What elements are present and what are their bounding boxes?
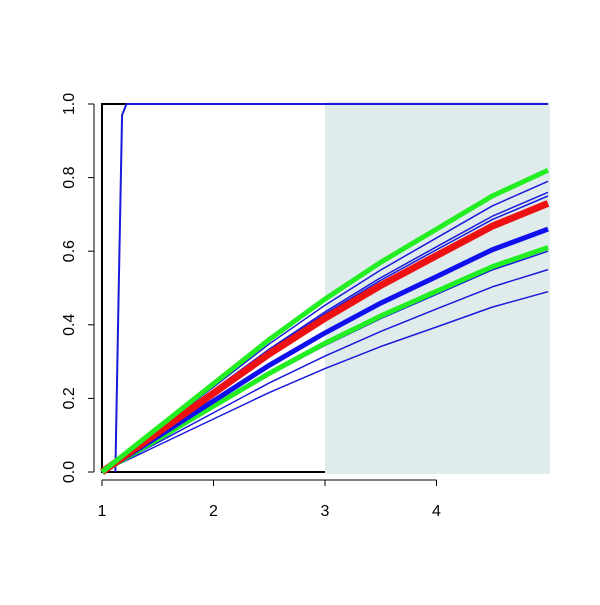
y-tick-label: 0.0 [61, 461, 78, 483]
x-tick-label: 3 [321, 503, 330, 520]
x-tick-label: 2 [209, 503, 218, 520]
series-line [101, 268, 549, 473]
series-line [99, 200, 550, 475]
y-tick-label: 0.8 [61, 166, 78, 188]
y-tick-label: 1.0 [61, 93, 78, 115]
series-line [101, 290, 549, 473]
y-tick-label: 0.2 [61, 387, 78, 409]
x-tick-label: 4 [432, 503, 441, 520]
x-tick-label: 1 [98, 503, 107, 520]
series-line [114, 103, 548, 473]
shaded-region [325, 102, 550, 474]
series-line [100, 167, 550, 474]
series-line [100, 226, 549, 475]
y-tick-label: 0.4 [61, 314, 78, 336]
series-line [100, 245, 549, 475]
y-tick-label: 0.6 [61, 240, 78, 262]
